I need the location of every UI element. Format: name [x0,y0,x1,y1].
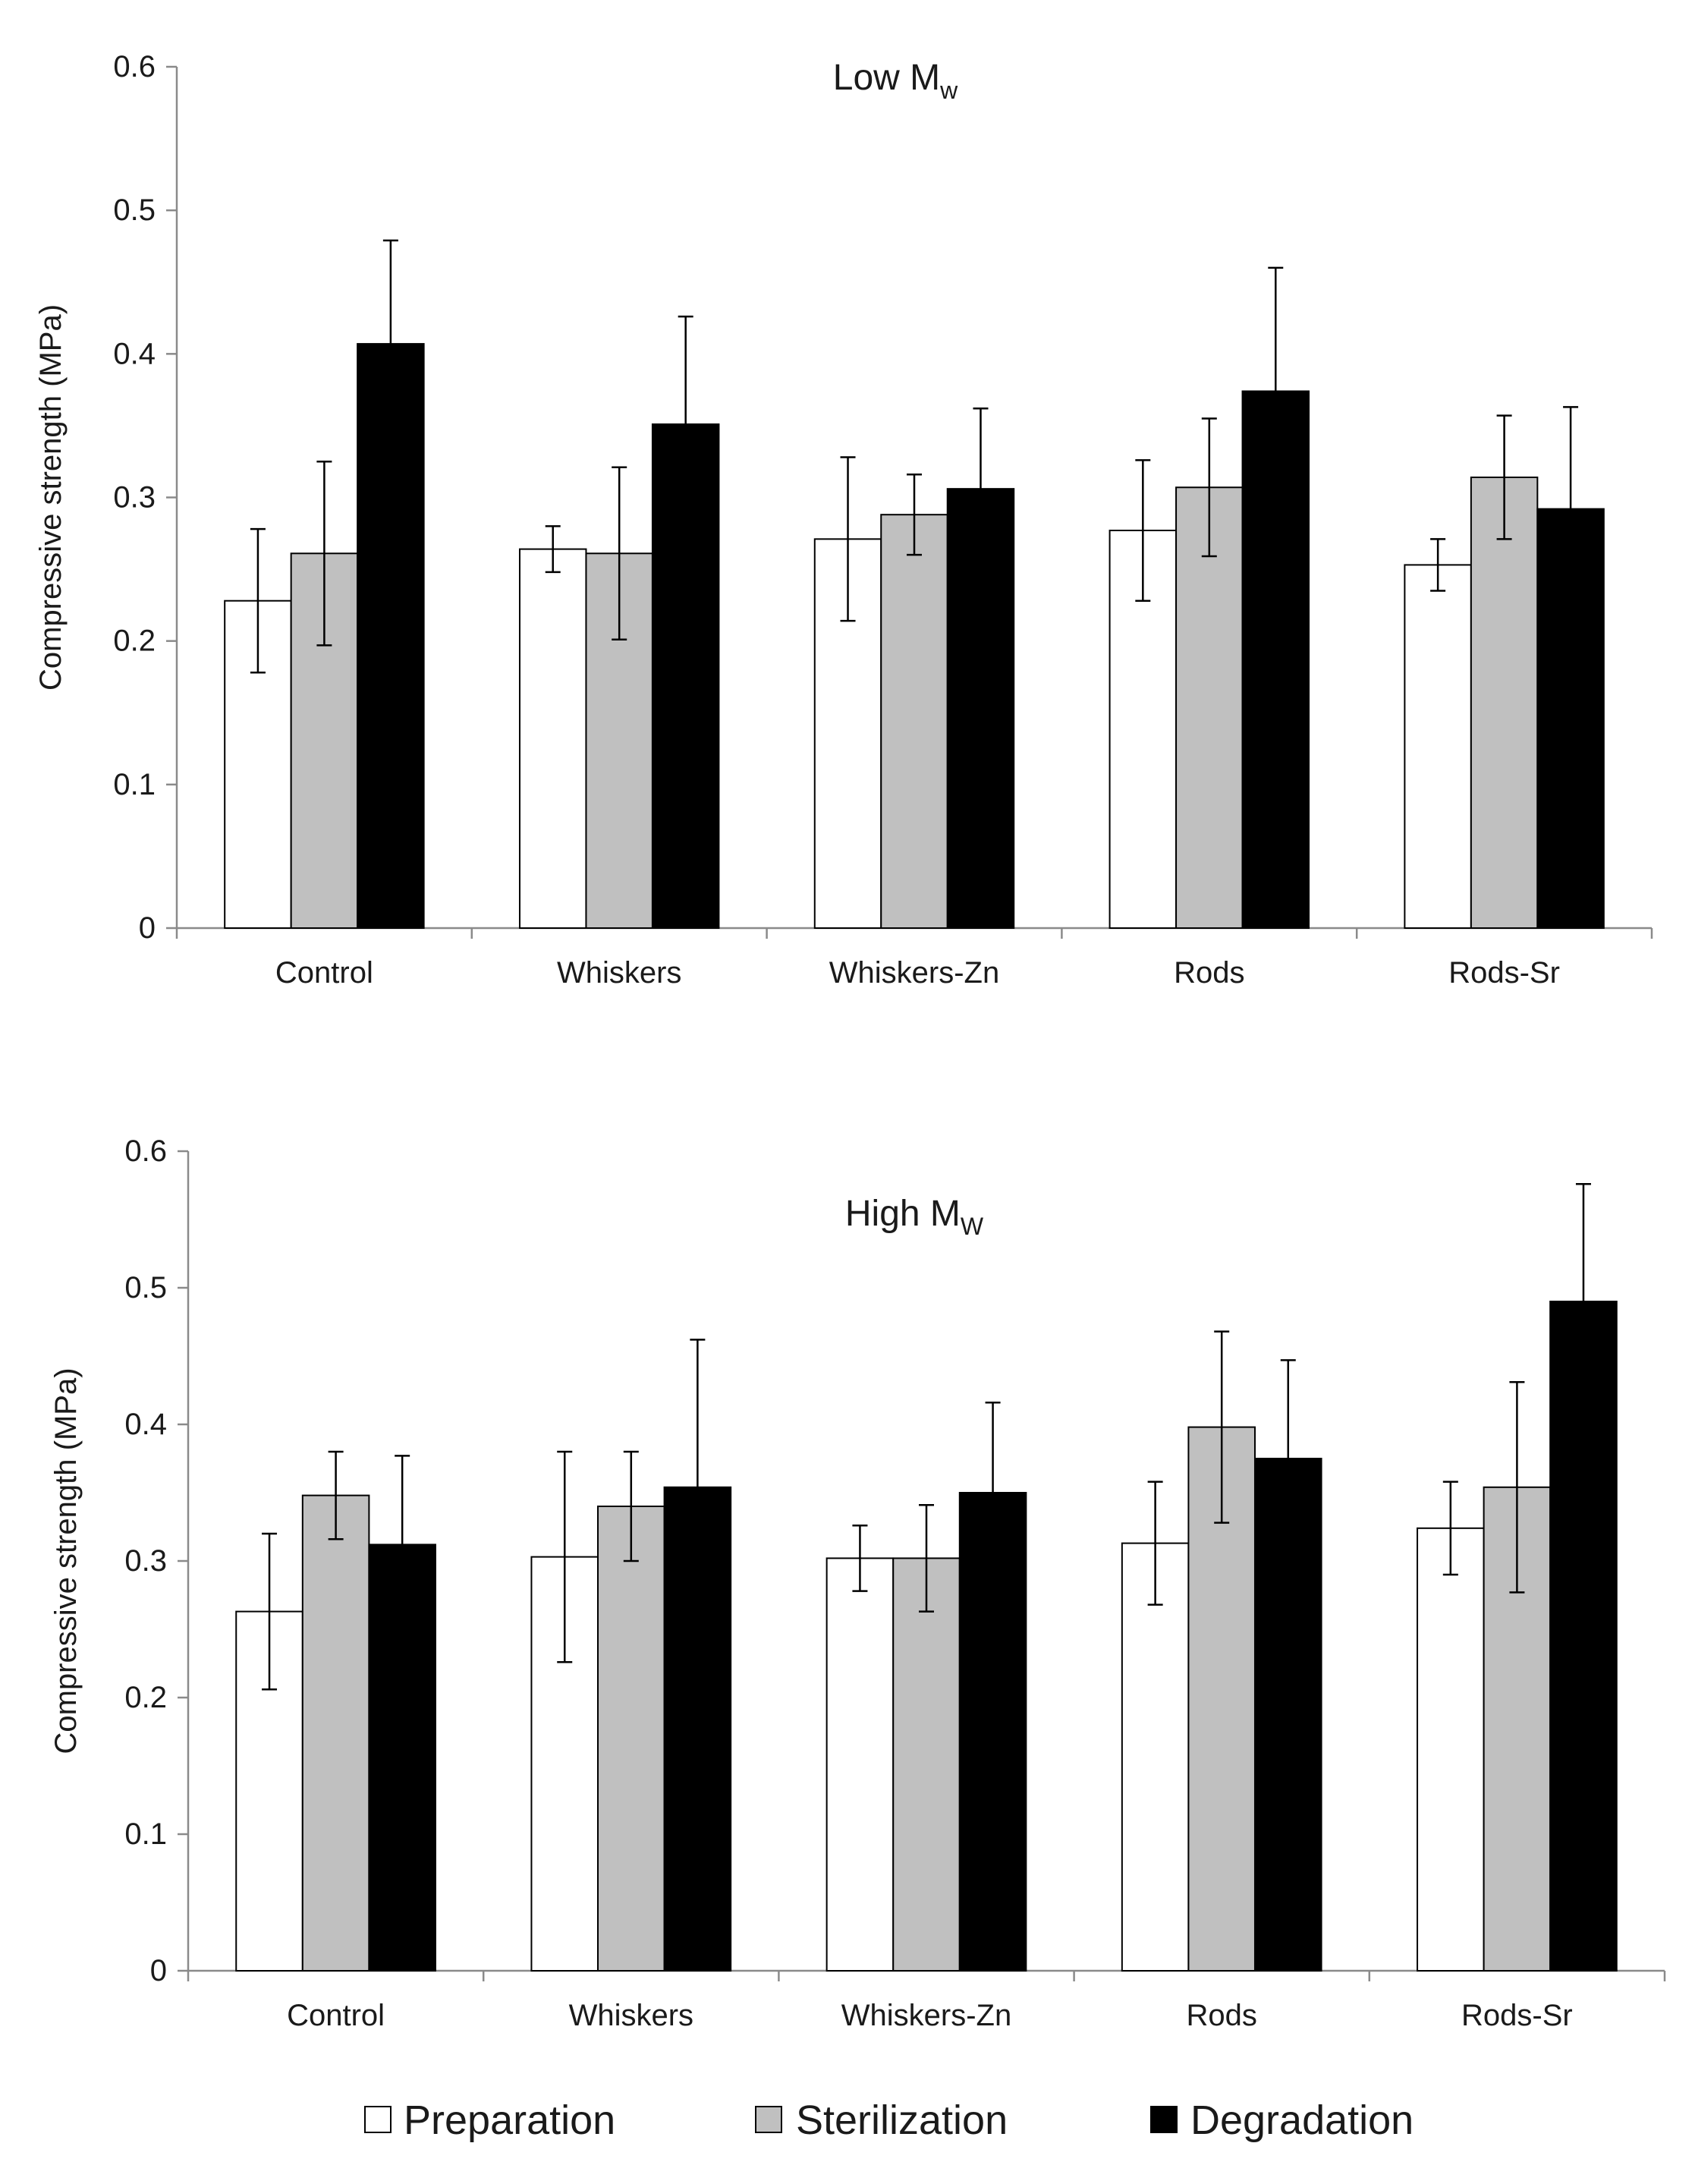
error-bar-degradation-rods [1268,266,1284,516]
bar-preparation-rods-sr [1404,564,1472,929]
error-bar-preparation-rods [1147,1481,1163,1606]
y-tick-label: 0.6 [124,1134,167,1168]
y-tick-label: 0.6 [113,50,156,83]
y-tick-label: 0.5 [113,194,156,227]
error-bar-degradation-rods-sr [1563,406,1579,612]
legend-item-sterilization: Sterilization [755,2097,1008,2143]
error-bar-sterilization-rods [1214,1330,1230,1524]
y-tick-label: 0.4 [113,337,156,370]
bar-sterilization-whiskers-zn [892,1557,961,1972]
error-bar-preparation-whiskers-zn [852,1524,868,1592]
error-bar-sterilization-rods-sr [1496,414,1512,540]
category-label: Rods [1187,1999,1257,2032]
error-bar-degradation-whiskers-zn [973,407,989,571]
y-tick-label: 0.2 [113,625,156,658]
legend-swatch-preparation [364,2106,392,2133]
category-label: Whiskers [557,956,681,990]
error-bar-degradation-control [382,239,398,448]
category-label: Whiskers-Zn [829,956,999,990]
error-bar-sterilization-rods [1201,417,1217,558]
category-label: Whiskers [569,1999,693,2032]
legend-swatch-sterilization [755,2106,782,2133]
error-bar-preparation-whiskers [557,1450,573,1663]
bar-sterilization-whiskers-zn [880,514,948,929]
error-bar-sterilization-whiskers [623,1450,639,1562]
error-bar-degradation-whiskers [690,1339,706,1636]
error-bar-degradation-rods-sr [1575,1182,1591,1421]
error-bar-preparation-whiskers [545,525,561,574]
error-bar-preparation-rods-sr [1442,1481,1458,1576]
chart-title: High MW [845,1194,984,1240]
category-label: Whiskers-Zn [841,1999,1011,2032]
y-tick-label: 0.5 [124,1271,167,1304]
bar-preparation-rods-sr [1417,1527,1485,1972]
legend-item-preparation: Preparation [364,2097,615,2143]
y-tick-label: 0.1 [113,768,156,801]
y-tick-label: 0.3 [124,1544,167,1578]
bar-preparation-whiskers [518,548,587,929]
y-axis-label: Compressive strength (MPa) [49,1367,83,1754]
error-bar-preparation-control [250,527,266,674]
error-bar-preparation-whiskers-zn [840,456,856,622]
legend: Preparation Sterilization Degradation [364,2097,1414,2143]
category-label: Rods [1174,956,1244,990]
error-bar-sterilization-control [316,460,332,647]
bar-sterilization-control [301,1494,370,1972]
bar-sterilization-whiskers [597,1506,665,1972]
error-bar-preparation-rods-sr [1430,538,1446,592]
y-tick-label: 0.1 [124,1817,167,1851]
legend-label-degradation: Degradation [1190,2097,1414,2143]
legend-label-sterilization: Sterilization [796,2097,1008,2143]
category-label: Control [275,956,373,990]
bar-degradation-rods [1253,1458,1322,1972]
bar-preparation-whiskers-zn [825,1557,895,1972]
chart-panel-low-mw: 0 0.1 0.2 0.3 0.4 0.5 0.6 Control Whiskers Whiske… [34,50,1653,990]
error-bar-sterilization-control [328,1450,344,1540]
legend-item-degradation: Degradation [1150,2097,1414,2143]
bar-sterilization-rods-sr [1470,477,1539,929]
error-bar-sterilization-rods-sr [1509,1380,1525,1594]
category-label: Control [287,1999,385,2032]
y-tick-label: 0.4 [124,1408,167,1441]
error-bar-sterilization-whiskers [612,466,627,641]
error-bar-degradation-whiskers-zn [985,1401,1001,1585]
category-label: Rods-Sr [1461,1999,1573,2032]
y-tick-label: 0 [150,1954,167,1987]
error-bar-degradation-control [395,1455,410,1635]
y-axis-label: Compressive strength (MPa) [34,304,68,691]
error-bar-sterilization-whiskers-zn [919,1503,934,1613]
chart-title: Low Mw [833,58,958,104]
legend-swatch-degradation [1150,2106,1178,2133]
legend-label-preparation: Preparation [404,2097,615,2143]
y-tick-label: 0.3 [113,481,156,515]
error-bar-sterilization-whiskers-zn [907,473,922,556]
category-label: Rods-Sr [1448,956,1560,990]
error-bar-preparation-control [262,1532,278,1691]
error-bar-degradation-whiskers [678,315,693,533]
chart-panel-high-mw: 0 0.1 0.2 0.3 0.4 0.5 0.6 Control Whiskers Whiske… [49,1134,1666,2032]
error-bar-degradation-rods [1280,1359,1296,1558]
y-tick-label: 0 [139,911,156,945]
error-bar-preparation-rods [1135,459,1151,602]
y-tick-label: 0.2 [124,1681,167,1714]
bar-preparation-rods [1121,1542,1190,1972]
